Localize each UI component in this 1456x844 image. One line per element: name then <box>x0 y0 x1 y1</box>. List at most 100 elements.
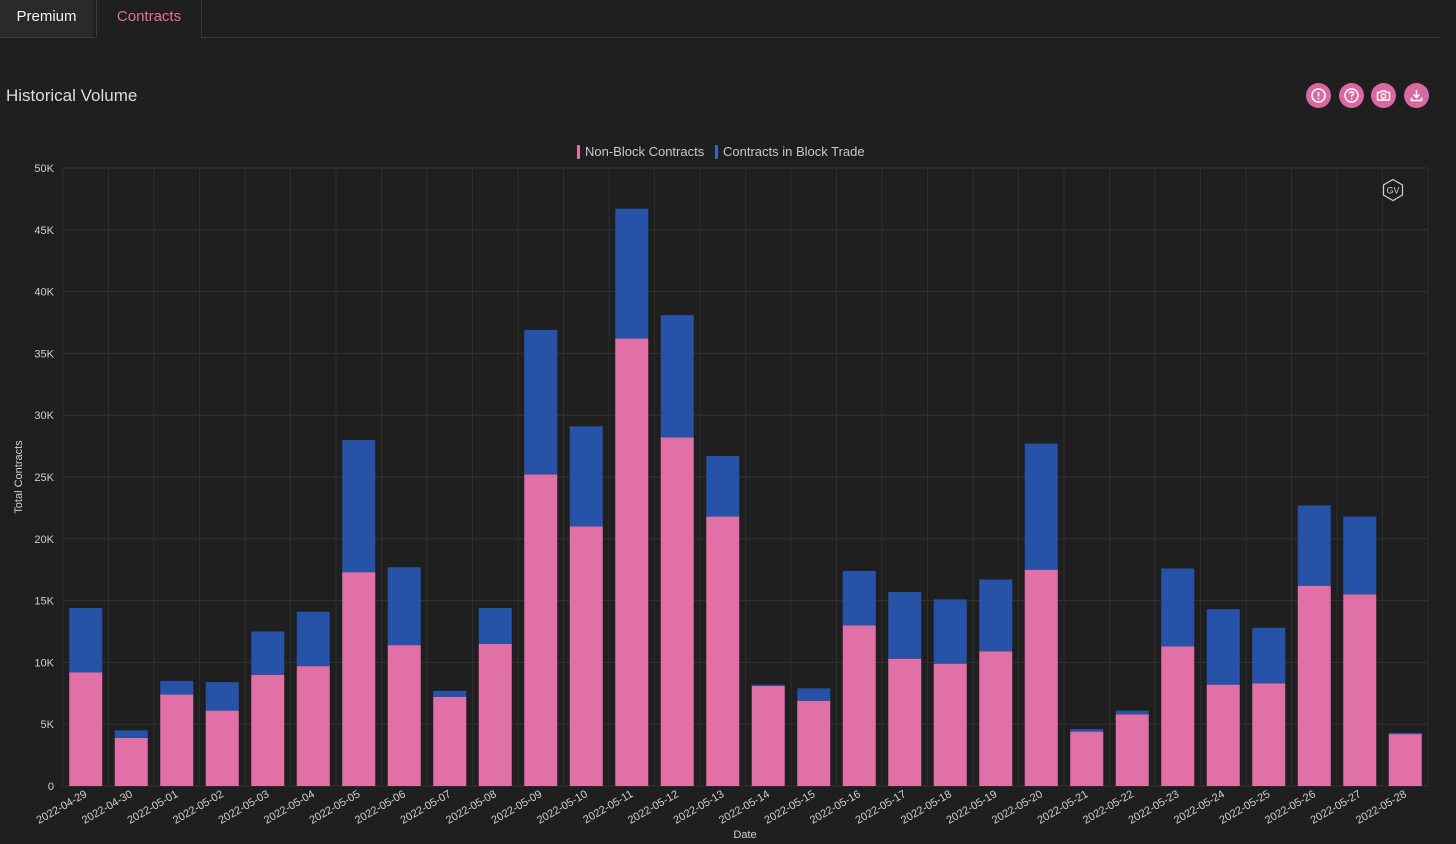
bar-non-block <box>387 645 421 786</box>
bar-block-trade <box>251 631 285 675</box>
x-tick-label: 2022-05-07 <box>399 788 454 827</box>
download-icon <box>1410 90 1423 102</box>
bar-non-block <box>615 338 649 786</box>
bar-non-block <box>251 674 285 786</box>
bar-block-trade <box>933 599 967 664</box>
bar-non-block <box>1206 684 1240 786</box>
x-axis-title: Date <box>733 829 756 841</box>
bar-block-trade <box>1206 609 1240 685</box>
y-tick-label: 0 <box>48 781 54 793</box>
bar-block-trade <box>433 690 467 698</box>
x-tick-label: 2022-05-16 <box>808 788 863 827</box>
bar-non-block <box>569 526 603 786</box>
bar-block-trade <box>797 688 831 701</box>
bar-block-trade <box>1252 627 1286 684</box>
bar-non-block <box>433 697 467 786</box>
bar-block-trade <box>615 208 649 339</box>
help-icon <box>1344 88 1359 103</box>
bar-non-block <box>706 516 740 786</box>
panel-title: Historical Volume <box>6 86 138 105</box>
y-tick-label: 50K <box>34 163 54 175</box>
x-tick-label: 2022-05-14 <box>717 788 772 827</box>
x-tick-label: 2022-05-02 <box>171 788 226 827</box>
help-button[interactable] <box>1339 83 1364 108</box>
x-tick-label: 2022-05-04 <box>262 788 317 827</box>
bar-non-block <box>205 710 239 786</box>
x-tick-label: 2022-05-28 <box>1354 788 1409 827</box>
y-tick-label: 10K <box>34 657 54 669</box>
bar-non-block <box>478 643 512 786</box>
bar-non-block <box>797 700 831 786</box>
tab-bar: Premium Contracts <box>0 0 1440 38</box>
bar-non-block <box>114 737 148 786</box>
bar-block-trade <box>160 680 194 695</box>
x-tick-label: 2022-05-19 <box>945 788 1000 827</box>
bar-block-trade <box>751 684 785 686</box>
x-tick-label: 2022-05-17 <box>854 788 909 827</box>
bar-non-block <box>660 437 694 786</box>
y-tick-label: 45K <box>34 225 54 237</box>
bar-block-trade <box>888 591 922 659</box>
x-tick-label: 2022-05-06 <box>353 788 408 827</box>
y-tick-label: 25K <box>34 472 54 484</box>
x-tick-label: 2022-05-15 <box>763 788 818 827</box>
y-axis-title: Total Contracts <box>13 440 25 514</box>
legend-swatch-block <box>715 145 718 159</box>
x-tick-label: 2022-05-13 <box>672 788 727 827</box>
y-tick-label: 35K <box>34 348 54 360</box>
bar-non-block <box>888 658 922 786</box>
bar-non-block <box>1252 683 1286 786</box>
legend-label-non-block: Non-Block Contracts <box>585 144 705 159</box>
tab-premium[interactable]: Premium <box>0 0 93 37</box>
bar-block-trade <box>524 329 558 475</box>
bar-block-trade <box>296 611 330 667</box>
bar-non-block <box>160 694 194 786</box>
bar-non-block <box>342 572 376 786</box>
x-tick-label: 2022-05-18 <box>899 788 954 827</box>
x-tick-label: 2022-05-26 <box>1263 788 1318 827</box>
info-button[interactable] <box>1306 83 1331 108</box>
bar-non-block <box>69 672 103 786</box>
x-tick-label: 2022-05-25 <box>1218 788 1273 827</box>
x-tick-label: 2022-04-30 <box>80 788 135 827</box>
bar-block-trade <box>1115 710 1149 715</box>
x-tick-label: 2022-05-23 <box>1127 788 1182 827</box>
bar-non-block <box>1115 714 1149 786</box>
x-tick-label: 2022-05-27 <box>1309 788 1364 827</box>
bar-non-block <box>933 663 967 786</box>
bar-block-trade <box>569 426 603 527</box>
bar-block-trade <box>1297 505 1331 586</box>
bar-non-block <box>842 625 876 786</box>
bar-non-block <box>1161 646 1195 786</box>
bar-block-trade <box>205 682 239 711</box>
x-tick-label: 2022-05-12 <box>626 788 681 827</box>
x-tick-label: 2022-05-05 <box>308 788 363 827</box>
camera-icon <box>1376 90 1391 101</box>
screenshot-button[interactable] <box>1371 83 1396 108</box>
legend-label-block: Contracts in Block Trade <box>723 144 865 159</box>
bar-block-trade <box>69 608 103 673</box>
bar-block-trade <box>1161 568 1195 647</box>
bar-block-trade <box>706 455 740 517</box>
x-tick-label: 2022-05-03 <box>217 788 272 827</box>
tab-contracts[interactable]: Contracts <box>96 0 202 38</box>
bar-block-trade <box>387 567 421 646</box>
bar-non-block <box>1388 734 1422 786</box>
bar-non-block <box>751 685 785 786</box>
info-icon <box>1311 88 1326 103</box>
x-tick-label: 2022-05-20 <box>990 788 1045 827</box>
bar-block-trade <box>842 570 876 626</box>
download-button[interactable] <box>1404 83 1429 108</box>
bar-non-block <box>1343 594 1377 786</box>
y-tick-label: 40K <box>34 287 54 299</box>
bar-block-trade <box>342 439 376 573</box>
y-tick-label: 30K <box>34 410 54 422</box>
watermark-text: GV <box>1386 186 1399 196</box>
bar-non-block <box>979 651 1013 786</box>
chart-legend: Non-Block Contracts Contracts in Block T… <box>0 144 1456 162</box>
x-tick-label: 2022-05-08 <box>444 788 499 827</box>
bar-block-trade <box>1343 516 1377 595</box>
y-tick-label: 5K <box>41 719 55 731</box>
bar-block-trade <box>1024 443 1058 570</box>
bar-block-trade <box>660 315 694 438</box>
